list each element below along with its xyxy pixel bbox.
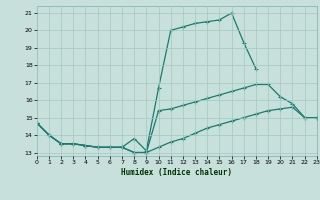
X-axis label: Humidex (Indice chaleur): Humidex (Indice chaleur) xyxy=(121,168,232,177)
